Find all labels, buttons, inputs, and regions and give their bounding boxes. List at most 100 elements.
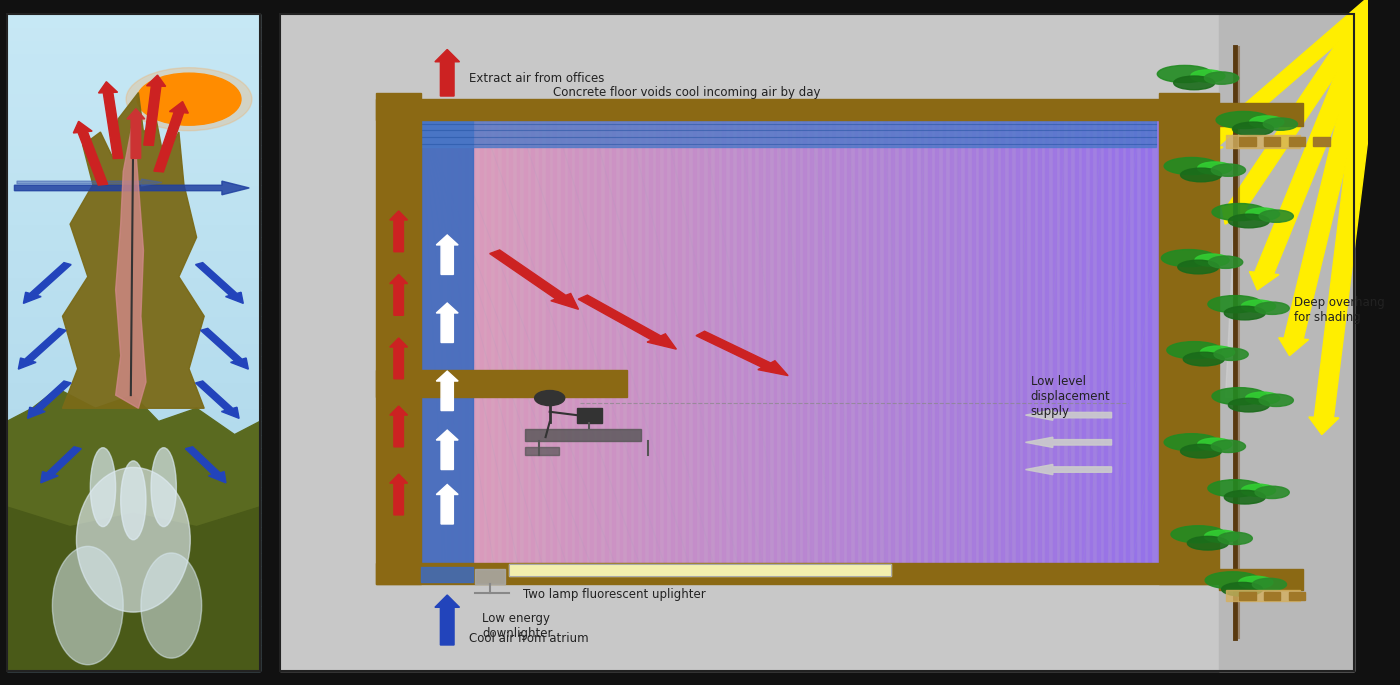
Bar (7, 580, 260, 593)
Ellipse shape (1214, 348, 1249, 360)
FancyArrow shape (1309, 0, 1385, 434)
Bar (847, 116, 857, 569)
Bar (7, 356, 260, 369)
Bar (1053, 116, 1063, 569)
Bar (899, 116, 909, 569)
Bar (869, 116, 879, 569)
FancyArrow shape (154, 101, 189, 172)
Bar (693, 116, 703, 569)
Ellipse shape (1242, 300, 1275, 312)
Bar (935, 116, 945, 569)
Bar (377, 93, 421, 584)
Bar (546, 116, 556, 569)
FancyArrow shape (696, 332, 788, 375)
Bar (7, 92, 260, 105)
FancyArrow shape (437, 235, 458, 275)
Bar (7, 448, 260, 461)
Ellipse shape (1165, 158, 1219, 175)
Circle shape (126, 68, 252, 131)
Bar (1264, 592, 1281, 600)
Bar (7, 395, 260, 408)
Bar (525, 429, 641, 441)
FancyArrow shape (389, 211, 407, 252)
Bar (7, 593, 260, 606)
Bar (510, 564, 892, 576)
Bar (1239, 592, 1256, 600)
Bar (951, 116, 960, 569)
Bar (1089, 116, 1099, 569)
Bar (598, 116, 608, 569)
Bar (7, 514, 260, 527)
Bar (664, 116, 673, 569)
Bar (759, 116, 769, 569)
Bar (1288, 136, 1305, 146)
FancyArrow shape (200, 328, 248, 369)
FancyArrow shape (127, 109, 144, 158)
Ellipse shape (1162, 249, 1217, 266)
FancyArrow shape (1193, 0, 1383, 158)
Bar (1225, 135, 1301, 147)
FancyArrow shape (435, 595, 459, 645)
FancyArrow shape (437, 484, 458, 524)
Bar (435, 116, 447, 569)
Ellipse shape (1212, 203, 1267, 221)
Bar (7, 316, 260, 329)
Bar (444, 116, 454, 569)
Ellipse shape (1191, 70, 1225, 82)
Ellipse shape (1177, 260, 1219, 274)
Bar (7, 540, 260, 553)
Text: Concrete floor voids cool incoming air by day: Concrete floor voids cool incoming air b… (553, 86, 820, 99)
Bar (7, 434, 260, 448)
Bar (7, 329, 260, 342)
Ellipse shape (1224, 306, 1266, 320)
Bar (280, 14, 1354, 671)
Bar (1039, 116, 1049, 569)
Bar (958, 116, 967, 569)
Ellipse shape (1232, 122, 1274, 136)
Bar (678, 116, 689, 569)
Bar (913, 116, 924, 569)
Ellipse shape (1228, 398, 1270, 412)
Ellipse shape (120, 461, 146, 540)
Ellipse shape (1208, 479, 1263, 497)
Ellipse shape (1217, 112, 1271, 129)
Bar (620, 116, 630, 569)
Bar (722, 116, 732, 569)
FancyArrow shape (578, 295, 676, 349)
Bar (494, 116, 505, 569)
Bar (7, 224, 260, 237)
Polygon shape (116, 119, 146, 408)
Bar (1119, 116, 1128, 569)
Bar (7, 251, 260, 264)
Bar (421, 120, 1155, 147)
Ellipse shape (1239, 576, 1273, 588)
Bar (1023, 116, 1033, 569)
FancyArrow shape (1278, 0, 1385, 356)
Bar (1288, 592, 1305, 600)
Bar (906, 116, 916, 569)
Bar (428, 116, 438, 569)
Bar (715, 116, 725, 569)
Ellipse shape (1173, 76, 1215, 90)
Bar (648, 116, 659, 569)
FancyArrow shape (1025, 410, 1112, 420)
Ellipse shape (1194, 254, 1229, 266)
Bar (582, 116, 592, 569)
Bar (458, 116, 468, 569)
Bar (707, 116, 718, 569)
FancyArrow shape (1249, 0, 1385, 290)
FancyArrow shape (144, 75, 165, 145)
Bar (921, 116, 931, 569)
Ellipse shape (1254, 486, 1289, 499)
Bar (487, 116, 497, 569)
Bar (7, 606, 260, 619)
Bar (575, 116, 585, 569)
Bar (532, 116, 542, 569)
Ellipse shape (1224, 490, 1266, 504)
Bar (883, 116, 895, 569)
FancyArrow shape (14, 181, 249, 195)
Bar (840, 116, 850, 569)
Bar (1009, 116, 1019, 569)
Bar (7, 421, 260, 434)
Bar (1112, 116, 1121, 569)
